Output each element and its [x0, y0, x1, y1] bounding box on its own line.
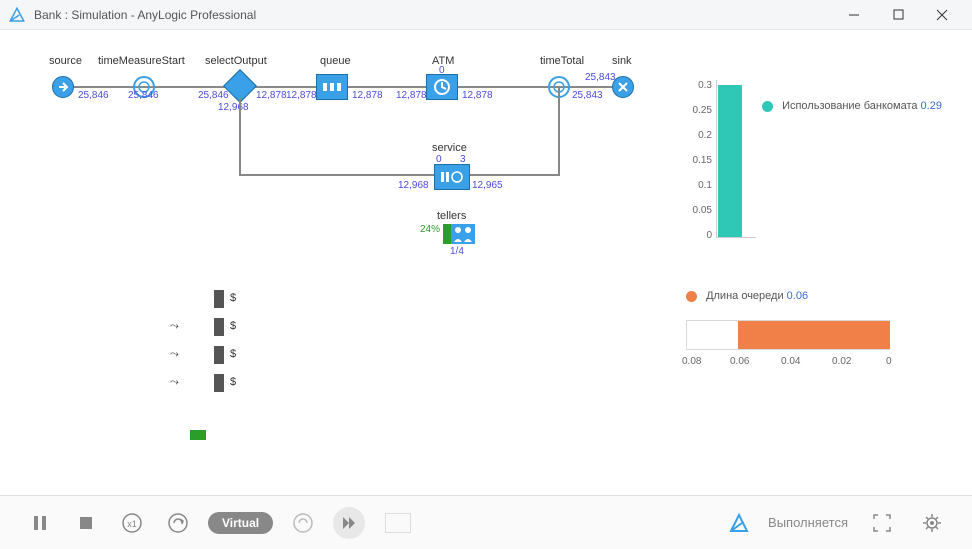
status-text: Выполняется	[768, 515, 848, 530]
x-axis	[716, 237, 756, 238]
speed-up-button[interactable]	[287, 507, 319, 539]
ytick: 0.3	[686, 80, 712, 91]
ytick: 0.2	[686, 130, 712, 141]
legend-dot-icon	[762, 101, 773, 112]
pause-button[interactable]	[24, 507, 56, 539]
speed-x1-button[interactable]: x1	[116, 507, 148, 539]
flow-connector-down	[239, 98, 241, 174]
waiting-row: ⤳ $	[170, 318, 270, 336]
flow-connector-up	[558, 88, 560, 176]
count-ATM-left: 12,878	[396, 90, 427, 101]
xtick: 0.02	[832, 356, 851, 367]
label-sink: sink	[612, 55, 632, 67]
label-service: service	[432, 142, 467, 154]
xtick: 0	[886, 356, 892, 367]
xtick: 0.04	[781, 356, 800, 367]
tellers-icon	[451, 224, 475, 244]
ytick: 0.1	[686, 180, 712, 191]
label-tellers: tellers	[437, 210, 466, 222]
service-icon	[440, 169, 464, 185]
titlebar: Bank : Simulation - AnyLogic Professiona…	[0, 0, 972, 30]
svg-text:x1: x1	[127, 519, 137, 529]
count-timeMeasureStart: 25,846	[128, 90, 159, 101]
count-selectOutput-down: 12,968	[218, 102, 249, 113]
count-service-left: 12,968	[398, 180, 429, 191]
block-service[interactable]	[434, 164, 470, 190]
count-sink: 25,843	[585, 72, 616, 83]
count-source: 25,846	[78, 90, 109, 101]
legend-atm-value: 0.29	[921, 100, 942, 112]
xtick: 0.08	[682, 356, 701, 367]
fullscreen-button[interactable]	[866, 507, 898, 539]
atm-bar	[718, 85, 742, 237]
minimize-button[interactable]	[832, 1, 876, 29]
chart-atm-utilization: 0.3 0.25 0.2 0.15 0.1 0.05 0 Использован…	[686, 80, 956, 260]
y-axis	[716, 80, 717, 238]
speed-down-button[interactable]	[162, 507, 194, 539]
anylogic-logo-icon	[8, 6, 26, 24]
source-icon	[56, 80, 70, 94]
legend-queue: Длина очереди 0.06	[686, 290, 808, 302]
delay-icon	[433, 78, 451, 96]
simulation-canvas: source timeMeasureStart selectOutput que…	[0, 30, 972, 495]
block-queue[interactable]	[316, 74, 348, 100]
virtual-mode-pill[interactable]: Virtual	[208, 512, 273, 534]
label-selectOutput: selectOutput	[205, 55, 267, 67]
close-button[interactable]	[920, 1, 964, 29]
legend-dot-icon	[686, 291, 697, 302]
count-queue-right: 12,878	[352, 90, 383, 101]
settings-button[interactable]	[916, 507, 948, 539]
label-timeMeasureStart: timeMeasureStart	[98, 55, 185, 67]
count-queue-left: 12,878	[286, 90, 317, 101]
legend-queue-value: 0.06	[787, 290, 808, 302]
green-marker	[190, 430, 206, 440]
sink-icon	[616, 80, 630, 94]
count-selectOutput-left: 25,846	[198, 90, 229, 101]
block-ATM[interactable]	[426, 74, 458, 100]
legend-atm: Использование банкомата 0.29	[762, 100, 942, 112]
queue-bar-track	[686, 320, 890, 350]
waiting-row: ⤳ $	[170, 346, 270, 364]
anylogic-status-icon	[728, 512, 750, 534]
progress-box	[385, 513, 411, 533]
count-ATM-right: 12,878	[462, 90, 493, 101]
sim-toolbar: x1 Virtual Выполняется	[0, 495, 972, 549]
legend-atm-title: Использование банкомата	[782, 100, 917, 112]
fast-forward-button[interactable]	[333, 507, 365, 539]
waiting-row: ⤳ $	[170, 374, 270, 392]
block-tellers[interactable]	[443, 224, 475, 244]
chart-queue-length: Длина очереди 0.06 0.08 0.06 0.04 0.02 0	[686, 290, 956, 410]
count-service-right: 12,965	[472, 180, 503, 191]
window-title: Bank : Simulation - AnyLogic Professiona…	[34, 8, 256, 22]
tellers-pct: 24%	[420, 224, 440, 235]
count-selectOutput-right: 12,878	[256, 90, 287, 101]
label-source: source	[49, 55, 82, 67]
tellers-ratio: 1/4	[450, 246, 464, 257]
maximize-button[interactable]	[876, 1, 920, 29]
block-source[interactable]	[52, 76, 74, 98]
ytick: 0.15	[686, 155, 712, 166]
ytick: 0.05	[686, 205, 712, 216]
stop-button[interactable]	[70, 507, 102, 539]
ytick: 0	[686, 230, 712, 241]
count-timeTotal: 25,843	[572, 90, 603, 101]
flow-connector-service-in	[239, 174, 435, 176]
waiting-row: $	[170, 290, 270, 308]
label-timeTotal: timeTotal	[540, 55, 584, 67]
legend-queue-title: Длина очереди	[706, 290, 784, 302]
label-queue: queue	[320, 55, 351, 67]
xtick: 0.06	[730, 356, 749, 367]
flow-connector-service-out	[468, 174, 560, 176]
queue-bar	[738, 321, 890, 349]
queue-icon	[322, 80, 342, 94]
ytick: 0.25	[686, 105, 712, 116]
